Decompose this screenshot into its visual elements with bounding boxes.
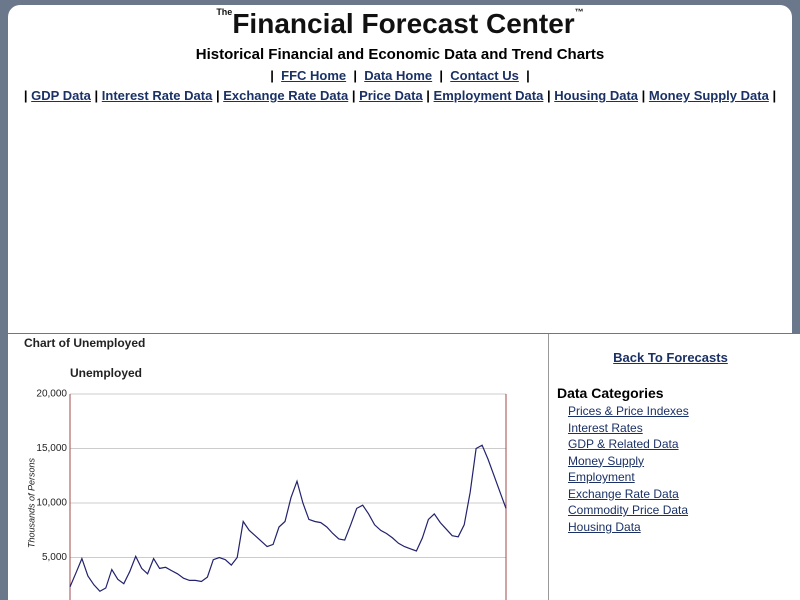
content-panel (8, 334, 800, 600)
site-title: TheFinancial Forecast Center™ (8, 7, 792, 40)
nav-link[interactable]: Data Home (364, 68, 433, 83)
nav-link[interactable]: FFC Home (281, 68, 347, 83)
category-link[interactable]: Housing Data (568, 519, 641, 534)
y-tick-label: 10,000 (36, 498, 67, 509)
nav-link[interactable]: Interest Rate Data (101, 88, 213, 103)
top-nav: | FFC Home | Data Home | Contact Us | (270, 68, 530, 83)
back-link[interactable]: Back To Forecasts (613, 350, 728, 365)
data-line (69, 444, 507, 593)
y-tick-label: 20,000 (36, 389, 67, 400)
chart-title: Chart of Unemployed (24, 336, 145, 350)
chart-subtitle: Unemployed (70, 366, 142, 380)
y-axis-label: Thousands of Persons (26, 457, 36, 548)
nav-link[interactable]: Price Data (359, 88, 423, 103)
the: The (216, 7, 233, 17)
data-nav: | GDP Data | Interest Rate Data | Exchan… (23, 88, 777, 103)
subtitle: Historical Financial and Economic Data a… (195, 46, 605, 63)
y-tick-label: 5,000 (42, 552, 67, 563)
header-panel: TheFinancial Forecast Center™ Historical… (8, 5, 792, 333)
category-link[interactable]: GDP & Related Data (568, 437, 679, 451)
chart: Chart of Unemployed Unemployed Thousands… (24, 336, 507, 600)
nav-link[interactable]: Housing Data (554, 88, 639, 103)
category-link[interactable]: Interest Rates (568, 420, 643, 435)
category-link[interactable]: Commodity Price Data (568, 503, 689, 517)
title-text: Financial Forecast Center (232, 8, 575, 39)
nav-link[interactable]: GDP Data (31, 88, 91, 103)
nav-link[interactable]: Contact Us (450, 68, 519, 83)
trademark: ™ (574, 7, 584, 17)
category-link[interactable]: Prices & Price Indexes (568, 404, 689, 418)
category-link[interactable]: Money Supply (568, 453, 645, 468)
nav-link[interactable]: Exchange Rate Data (223, 88, 349, 103)
category-links: Prices & Price Indexes Interest Rates GDP … (568, 403, 689, 535)
category-link[interactable]: Employment (568, 470, 635, 484)
y-tick-label: 15,000 (36, 443, 67, 454)
divider (548, 334, 549, 600)
category-heading: Data Categories (557, 385, 664, 401)
nav-link[interactable]: Employment Data (433, 88, 544, 103)
category-link[interactable]: Exchange Rate Data (568, 486, 679, 501)
nav-link[interactable]: Money Supply Data (648, 88, 769, 103)
